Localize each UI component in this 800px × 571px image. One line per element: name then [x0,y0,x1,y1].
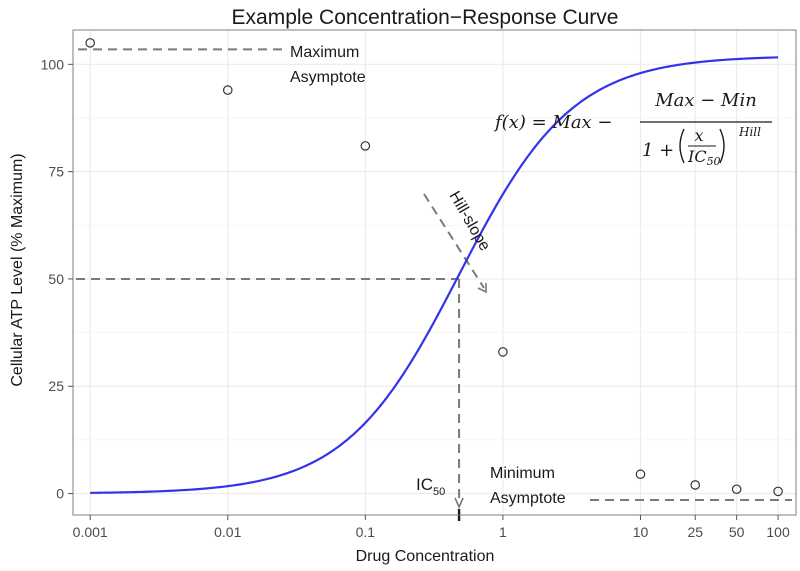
axes: 0.001 0.01 0.1 1 10 25 50 100 0 25 50 75 100 [41,56,790,540]
x-tick-label: 0.1 [356,524,376,540]
hill-slope-arrow-line [423,193,485,289]
max-asymptote-label-line1: Maximum [290,44,359,61]
y-tick-label: 75 [48,164,64,180]
data-point [635,469,646,480]
y-tick-label: 50 [48,271,64,287]
dashed-guides [76,48,792,521]
y-tick-label: 25 [48,378,64,394]
fit-curve [90,56,779,494]
min-asymptote-label-line2: Asymptote [490,490,566,507]
fit-curve-group [90,56,779,494]
x-tick-label: 0.001 [73,524,108,540]
data-points [85,38,783,497]
data-point [498,347,508,357]
formula: f(x) = Max − Max − Min 1 + x IC50 Hill [493,90,772,168]
x-tick-label: 25 [687,524,703,540]
hill-slope-arrowhead [477,283,487,294]
formula-inner-denominator: IC50 [687,147,721,168]
ic50-arrowhead [454,497,464,509]
chart-title: Example Concentration−Response Curve [232,6,619,29]
data-point [222,85,233,95]
max-asymptote-label-line2: Asymptote [290,69,366,86]
y-tick-label: 0 [56,486,64,502]
x-tick-label: 0.01 [214,524,241,540]
x-tick-label: 10 [633,524,649,540]
formula-left-paren [679,128,685,164]
formula-lhs: f(x) = Max − [493,112,613,133]
formula-ic-sub: 50 [707,155,721,168]
x-axis-title: Drug Concentration [356,548,495,565]
y-axis-title: Cellular ATP Level (% Maximum) [9,153,26,386]
hill-slope-label: Hill-slope [446,189,494,255]
ic50-label: IC50 [416,475,445,498]
ic50-label-main: IC [416,475,433,494]
formula-denominator-one: 1 + [642,140,674,161]
data-point [731,484,742,495]
data-point [360,141,371,151]
panel-border [72,29,797,516]
data-point [773,486,783,497]
data-point [690,480,701,490]
x-tick-label: 100 [766,524,790,540]
data-point [85,38,95,48]
x-tick-label: 50 [729,524,745,540]
y-tick-label: 100 [41,56,65,72]
min-asymptote-label-line1: Minimum [490,465,555,482]
formula-numerator: Max − Min [654,90,757,111]
formula-right-paren [719,128,725,164]
ic50-label-sub: 50 [433,486,445,498]
x-tick-label: 1 [499,524,507,540]
formula-exponent: Hill [738,125,761,139]
formula-ic-main: IC [687,147,707,166]
formula-inner-numerator: x [694,126,703,145]
